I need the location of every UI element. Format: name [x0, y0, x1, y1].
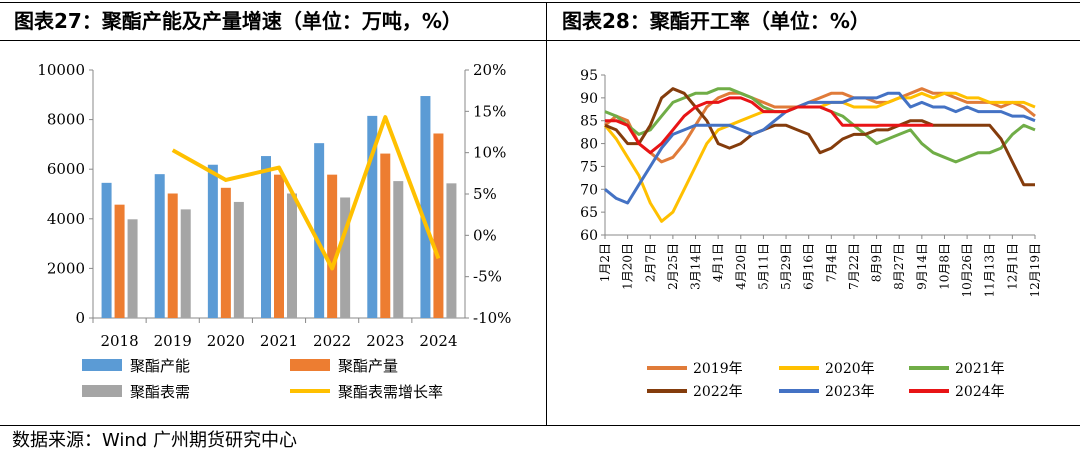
bar-capacity: [261, 156, 271, 318]
bar-demand: [393, 181, 404, 318]
x-tick-label: 11月13日: [983, 243, 997, 298]
bar-output: [167, 193, 178, 318]
right-y-tick-label: 15%: [473, 102, 506, 120]
left-y-tick-label: 4000: [47, 210, 85, 228]
bar-output: [220, 187, 231, 318]
right-chart: 60 65 70 75 80 85 90 95 1月2日 1月20日 2月7日 2月25日 3月14日 4…: [580, 68, 1042, 400]
series-line-y2023: [604, 91, 1036, 205]
x-tick-label: 10月8日: [937, 243, 951, 290]
bar-capacity: [367, 115, 378, 318]
bar-demand: [446, 183, 457, 318]
bar-output: [433, 133, 444, 318]
x-tick-label: 2月7日: [643, 243, 657, 282]
y-tick-label: 75: [580, 159, 598, 175]
bar-capacity: [101, 182, 112, 318]
x-tick-label: 2021: [260, 332, 298, 350]
title-divider: [0, 40, 1080, 41]
y-tick-label: 95: [580, 68, 598, 84]
bar-capacity: [207, 164, 218, 318]
legend-label-growth: 聚酯表需增长率: [338, 383, 443, 401]
growth-rate-line: [171, 115, 441, 271]
bar-output: [327, 174, 338, 318]
legend-label-capacity: 聚酯产能: [130, 357, 190, 375]
x-tick-label: 2月25日: [666, 243, 680, 290]
legend-label-demand: 聚酯表需: [130, 383, 190, 401]
left-y-tick-label: 2000: [47, 259, 85, 277]
legend-label-y2021: 2021年: [955, 361, 1005, 377]
bar-capacity: [154, 174, 165, 318]
x-tick-label: 4月1日: [711, 243, 725, 282]
bar-capacity: [420, 96, 431, 318]
x-tick-label: 12月19日: [1028, 243, 1042, 298]
y-tick-label: 65: [580, 205, 598, 221]
legend-label-output: 聚酯产量: [338, 357, 398, 375]
x-tick-label: 12月1日: [1005, 243, 1019, 290]
right-y-tick-label: 20%: [473, 61, 506, 79]
bar-demand: [287, 193, 297, 318]
x-tick-label: 3月14日: [689, 243, 703, 290]
x-tick-label: 5月29日: [779, 243, 793, 290]
bar-demand: [340, 197, 351, 318]
x-tick-label: 7月22日: [847, 243, 861, 290]
x-tick-label: 7月4日: [824, 243, 838, 282]
bar-output: [380, 153, 391, 318]
legend-swatch-demand: [82, 385, 122, 397]
legend-swatch-output: [290, 359, 330, 371]
x-tick-label: 2018: [100, 332, 138, 350]
right-y-tick-label: 0%: [473, 226, 497, 244]
bar-demand: [233, 201, 244, 318]
x-tick-label: 10月26日: [960, 243, 974, 298]
x-tick-label: 2022: [313, 332, 351, 350]
x-tick-label: 2020: [207, 332, 245, 350]
bar-capacity: [314, 143, 325, 318]
bar-demand: [127, 219, 138, 318]
x-tick-label: 1月2日: [598, 243, 612, 282]
left-chart: 0 2000 4000 6000 8000 10000 -10% -5% 0% 5% 10% 15% 2…: [37, 61, 511, 401]
series-line-y2022: [604, 87, 1035, 187]
left-chart-title: 图表27：聚酯产能及产量增速（单位：万吨，%）: [14, 9, 462, 33]
series-line-y2019: [604, 87, 1036, 164]
bar-demand: [180, 209, 191, 318]
left-y-tick-label: 0: [75, 309, 85, 327]
legend-label-y2022: 2022年: [693, 384, 743, 400]
legend-label-y2019: 2019年: [693, 361, 743, 377]
bottom-border: [0, 425, 1080, 426]
x-tick-label: 2024: [419, 332, 457, 350]
x-tick-label: 6月16日: [802, 243, 816, 290]
y-tick-label: 85: [580, 114, 598, 130]
y-tick-label: 60: [580, 228, 598, 244]
x-tick-label: 8月27日: [892, 243, 906, 290]
right-y-tick-label: -10%: [473, 309, 511, 327]
x-tick-label: 1月20日: [621, 243, 635, 290]
x-tick-label: 9月14日: [915, 243, 929, 290]
top-border: [0, 2, 1080, 3]
right-y-tick-label: -5%: [473, 268, 502, 286]
x-tick-label: 2023: [366, 332, 404, 350]
legend-label-y2023: 2023年: [825, 384, 875, 400]
x-tick-label: 5月11日: [756, 243, 770, 290]
y-tick-label: 90: [580, 91, 598, 107]
right-chart-title: 图表28：聚酯开工率（单位：%）: [562, 9, 870, 33]
panel-divider: [546, 2, 547, 425]
y-tick-label: 70: [580, 182, 598, 198]
right-y-tick-label: 5%: [473, 185, 497, 203]
legend-label-y2020: 2020年: [825, 361, 875, 377]
legend-swatch-capacity: [82, 359, 122, 371]
data-source-note: 数据来源：Wind 广州期货研究中心: [12, 430, 297, 451]
x-tick-label: 2019: [154, 332, 192, 350]
legend-label-y2024: 2024年: [955, 384, 1005, 400]
x-tick-label: 8月9日: [870, 243, 884, 282]
y-tick-label: 80: [580, 137, 598, 153]
right-y-tick-label: 10%: [473, 144, 506, 162]
bar-output: [114, 204, 125, 318]
left-y-tick-label: 6000: [47, 160, 85, 178]
bar-output: [274, 174, 284, 318]
left-y-tick-label: 10000: [37, 61, 85, 79]
x-tick-label: 4月20日: [734, 243, 748, 290]
left-y-tick-label: 8000: [47, 111, 85, 129]
series-line-y2024: [605, 96, 934, 155]
